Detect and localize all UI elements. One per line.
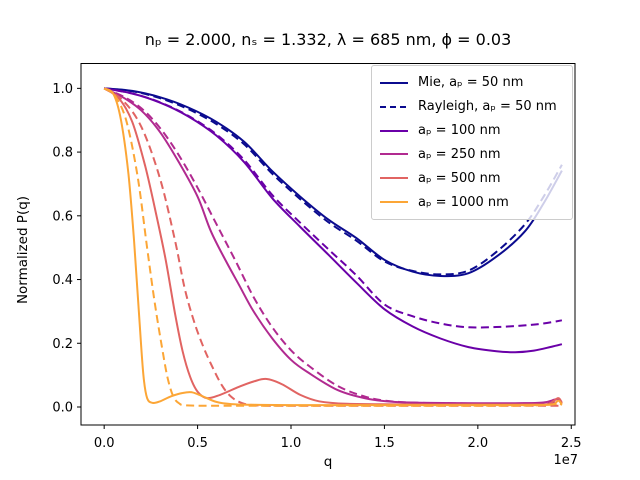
legend-line-sample-icon: [380, 129, 408, 132]
curve-ap1000-dashed: [103, 87, 563, 407]
y-tick-label: 0.0: [52, 400, 73, 415]
legend-entry: Mie, aₚ = 50 nm: [380, 71, 564, 95]
legend-label: aₚ = 1000 nm: [418, 194, 509, 210]
x-tick-label: 1.5: [374, 436, 395, 451]
legend-label: Mie, aₚ = 50 nm: [418, 75, 524, 91]
y-tick-label: 0.4: [52, 273, 73, 288]
legend-entry: aₚ = 1000 nm: [380, 190, 564, 214]
legend-label: aₚ = 100 nm: [418, 123, 501, 139]
plot-border: [80, 63, 576, 426]
legend-line-sample-icon: [380, 153, 408, 156]
x-tick-label: 0.0: [94, 436, 115, 451]
curve-ap250-dashed: [103, 87, 562, 405]
legend: Mie, aₚ = 50 nm Rayleigh, aₚ = 50 nm aₚ = …: [371, 65, 573, 220]
x-tick-label: 0.5: [187, 436, 208, 451]
legend-entry: aₚ = 250 nm: [380, 142, 564, 166]
plot-title: nₚ = 2.000, nₛ = 1.332, λ = 685 nm, ϕ = …: [144, 30, 512, 49]
legend-line-sample-icon: [380, 177, 408, 180]
y-tick-label: 0.6: [52, 209, 73, 224]
curve-ap250-solid: [103, 87, 563, 405]
legend-label: Rayleigh, aₚ = 50 nm: [418, 99, 557, 115]
x-axis-offset-label: 1e7: [553, 453, 578, 468]
y-tick-label: 0.8: [52, 146, 73, 161]
legend-line-sample-icon: [380, 81, 408, 84]
y-axis-label: Normalized P(q): [15, 196, 31, 304]
x-tick-label: 1.0: [281, 436, 302, 451]
curve-mie-50nm: [104, 87, 563, 278]
legend-entry: Rayleigh, aₚ = 50 nm: [380, 95, 564, 119]
legend-label: aₚ = 500 nm: [418, 170, 501, 186]
x-axis-label: q: [324, 454, 333, 470]
legend-line-sample-icon: [380, 201, 408, 204]
y-tick-label: 1.0: [52, 82, 73, 97]
curve-ap100-dashed: [104, 87, 563, 329]
x-tick-label: 2.5: [561, 436, 582, 451]
y-tick-label: 0.2: [52, 337, 73, 352]
x-tick-label: 2.0: [468, 436, 489, 451]
legend-label: aₚ = 250 nm: [418, 146, 501, 162]
legend-entry: aₚ = 500 nm: [380, 166, 564, 190]
legend-entry: aₚ = 100 nm: [380, 119, 564, 143]
legend-line-sample-icon: [380, 105, 408, 108]
